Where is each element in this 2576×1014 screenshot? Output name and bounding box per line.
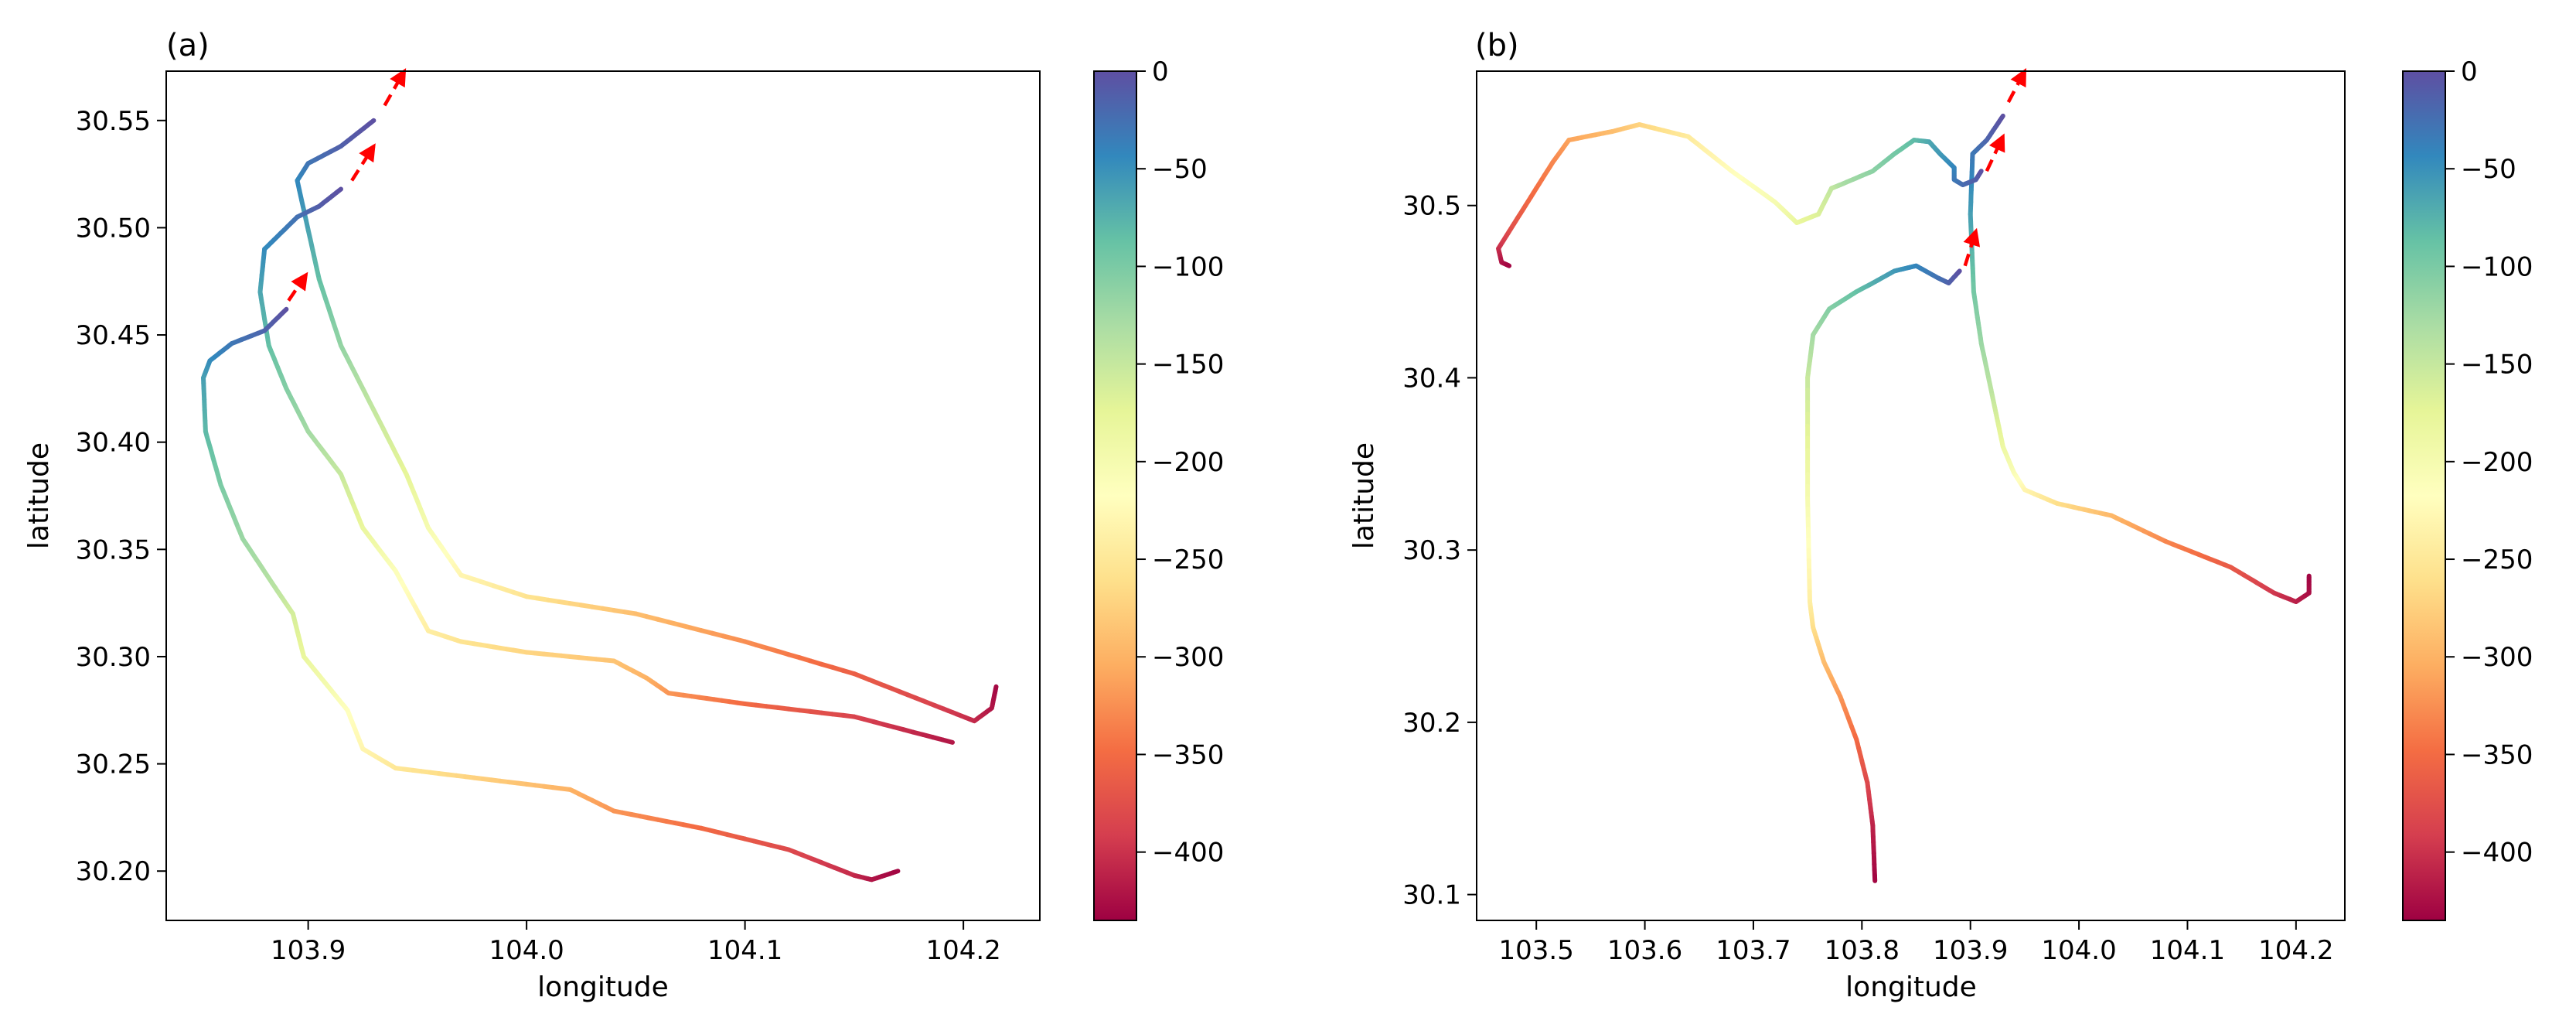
y-tick-label: 30.4	[1402, 363, 1461, 394]
panel-b-label: (b)	[1475, 28, 1519, 63]
x-tick-label: 103.5	[1499, 935, 1574, 966]
y-tick-label: 30.55	[76, 106, 151, 137]
y-tick-label: 30.45	[76, 320, 151, 351]
y-tick-label: 30.20	[76, 856, 151, 887]
y-tick-label: 30.25	[76, 749, 151, 780]
colorbar-tick-label: −350	[2461, 739, 2533, 770]
trajectory-segment	[893, 869, 901, 875]
x-tick-label: 103.9	[1933, 935, 2008, 966]
y-tick-label: 30.50	[76, 213, 151, 244]
trajectory-segment	[940, 737, 955, 745]
colorbar-tick-label: −400	[2461, 838, 2533, 869]
panel-a-label: (a)	[166, 28, 210, 63]
colorbar-tick-label: −150	[2461, 350, 2533, 381]
colorbar-tick-label: −50	[2461, 154, 2516, 185]
colorbar-tick-label: 0	[1152, 56, 1169, 87]
colorbar-tick-label: 0	[2461, 56, 2478, 87]
trajectory-segment	[993, 684, 999, 691]
panel-b-axes-frame	[1476, 70, 2346, 921]
colorbar-tick-label: −150	[1152, 350, 1224, 381]
direction-arrow-1	[383, 68, 407, 107]
colorbar-tick-label: −250	[2461, 545, 2533, 575]
panel-a-x-ticks: 103.9 104.0 104.1 104.2	[271, 920, 1001, 966]
panel-a: (a) 103.9 104.0 104.1 104.2 30.20 30.25 30.30…	[23, 28, 1224, 1003]
panel-b-colorbar	[2402, 70, 2446, 921]
x-tick-label: 104.2	[925, 935, 1000, 966]
panel-b-trajectories	[1496, 113, 2312, 883]
panel-b-colorbar-ticks: 0 −50 −100 −150 −200 −250 −300 −350 −400	[2445, 56, 2533, 869]
y-tick-label: 30.35	[76, 534, 151, 565]
x-tick-label: 103.8	[1825, 935, 1900, 966]
colorbar-tick-label: −300	[2461, 642, 2533, 673]
panel-a-y-axis-label: latitude	[23, 442, 55, 549]
panel-b-y-axis-label: latitude	[1348, 442, 1380, 549]
colorbar-tick-label: −200	[2461, 447, 2533, 478]
trajectory-segment	[1506, 263, 1512, 268]
x-tick-label: 104.1	[2150, 935, 2225, 966]
x-tick-label: 104.1	[707, 935, 782, 966]
trajectory-2	[257, 186, 955, 745]
colorbar-tick-label: −400	[1152, 838, 1224, 869]
trajectory-1	[1968, 113, 2312, 604]
direction-arrow-2	[350, 143, 376, 182]
panel-a-x-axis-label: longitude	[537, 971, 669, 1003]
direction-arrow-3	[1963, 227, 1981, 267]
trajectory-1	[295, 118, 999, 724]
trajectory-3	[201, 306, 901, 883]
x-tick-label: 103.7	[1716, 935, 1791, 966]
x-tick-label: 103.9	[271, 935, 346, 966]
panel-a-trajectories	[201, 118, 999, 883]
x-tick-label: 104.2	[2258, 935, 2333, 966]
trajectory-3	[1805, 263, 1962, 883]
y-tick-label: 30.1	[1402, 880, 1461, 911]
panel-a-colorbar-ticks: 0 −50 −100 −150 −200 −250 −300 −350 −400	[1136, 56, 1224, 869]
colorbar-tick-label: −350	[1152, 739, 1224, 770]
colorbar-tick-label: −50	[1152, 154, 1208, 185]
y-tick-label: 30.40	[76, 428, 151, 459]
panel-a-arrows	[287, 68, 407, 302]
x-tick-label: 104.0	[489, 935, 564, 966]
x-tick-label: 103.6	[1607, 935, 1682, 966]
colorbar-tick-label: −250	[1152, 545, 1224, 575]
direction-arrow-3	[287, 271, 308, 302]
panel-a-colorbar	[1093, 70, 1137, 921]
y-tick-label: 30.30	[76, 642, 151, 673]
y-tick-label: 30.3	[1402, 535, 1461, 566]
panel-b-y-ticks: 30.1 30.2 30.3 30.4 30.5	[1402, 191, 1477, 911]
direction-arrow-1	[2006, 68, 2026, 104]
panel-b-x-axis-label: longitude	[1845, 971, 1977, 1003]
colorbar-tick-label: −200	[1152, 447, 1224, 478]
panel-b-x-ticks: 103.5 103.6 103.7 103.8 103.9 104.0 104.1 104.2	[1499, 920, 2334, 966]
colorbar-tick-label: −100	[1152, 251, 1224, 282]
trajectory-2	[1496, 122, 1984, 268]
panel-a-axes-frame	[165, 70, 1041, 921]
colorbar-tick-label: −300	[1152, 642, 1224, 673]
y-tick-label: 30.2	[1402, 708, 1461, 739]
panel-a-y-ticks: 30.20 30.25 30.30 30.35 30.40 30.45 30.50 30.55	[76, 106, 166, 887]
x-tick-label: 104.0	[2041, 935, 2116, 966]
direction-arrow-2	[1985, 133, 2005, 172]
panel-b: (b) 103.5 103.6 103.7 103.8 103.9 104.0 104.1 1…	[1348, 28, 2533, 1003]
colorbar-tick-label: −100	[2461, 251, 2533, 282]
y-tick-label: 30.5	[1402, 191, 1461, 222]
panel-b-arrows	[1963, 68, 2026, 267]
